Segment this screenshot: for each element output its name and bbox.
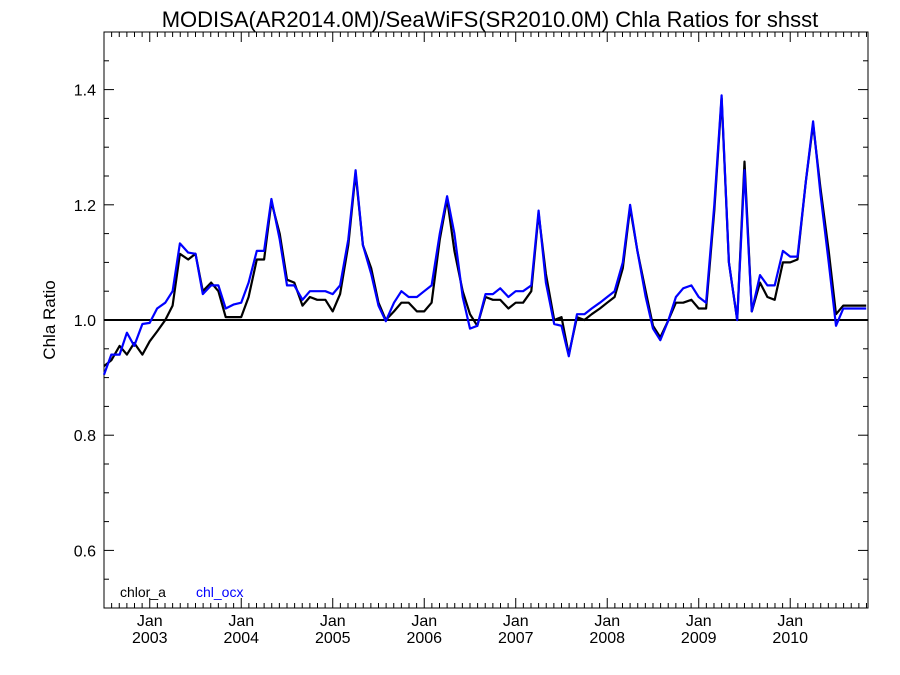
chart-title: MODISA(AR2014.0M)/SeaWiFS(SR2010.0M) Chl… xyxy=(162,7,819,32)
x-tick-year-label: 2010 xyxy=(772,630,808,647)
x-tick-month-label: Jan xyxy=(228,613,254,630)
series-lines xyxy=(102,94,867,376)
x-tick-year-label: 2003 xyxy=(132,630,168,647)
y-axis-label: Chla Ratio xyxy=(40,280,59,359)
x-tick-month-label: Jan xyxy=(503,613,529,630)
x-tick-year-label: 2008 xyxy=(589,630,625,647)
y-tick-label: 0.8 xyxy=(74,428,96,445)
series-line-chl-ocx xyxy=(102,94,867,376)
x-tick-month-label: Jan xyxy=(411,613,437,630)
y-tick-label: 1.4 xyxy=(74,83,96,100)
x-tick-year-label: 2009 xyxy=(681,630,717,647)
x-tick-year-label: 2004 xyxy=(223,630,259,647)
y-tick-label: 1.2 xyxy=(74,198,96,215)
y-tick-label: 1.0 xyxy=(74,313,96,330)
y-tick-label: 0.6 xyxy=(74,543,96,560)
x-tick-month-label: Jan xyxy=(777,613,803,630)
x-tick-month-label: Jan xyxy=(320,613,346,630)
legend-entry-chl-ocx: chl_ocx xyxy=(196,584,243,600)
axis-ticks: 0.60.81.01.21.4Jan2003Jan2004Jan2005Jan2… xyxy=(74,31,868,647)
x-tick-month-label: Jan xyxy=(137,613,163,630)
x-tick-year-label: 2007 xyxy=(498,630,534,647)
x-tick-month-label: Jan xyxy=(686,613,712,630)
x-tick-month-label: Jan xyxy=(594,613,620,630)
legend: chlor_a chl_ocx xyxy=(120,584,243,600)
x-tick-year-label: 2005 xyxy=(315,630,351,647)
series-line-chlor-a xyxy=(103,97,867,367)
x-tick-year-label: 2006 xyxy=(406,630,442,647)
legend-entry-chlor-a: chlor_a xyxy=(120,584,166,600)
